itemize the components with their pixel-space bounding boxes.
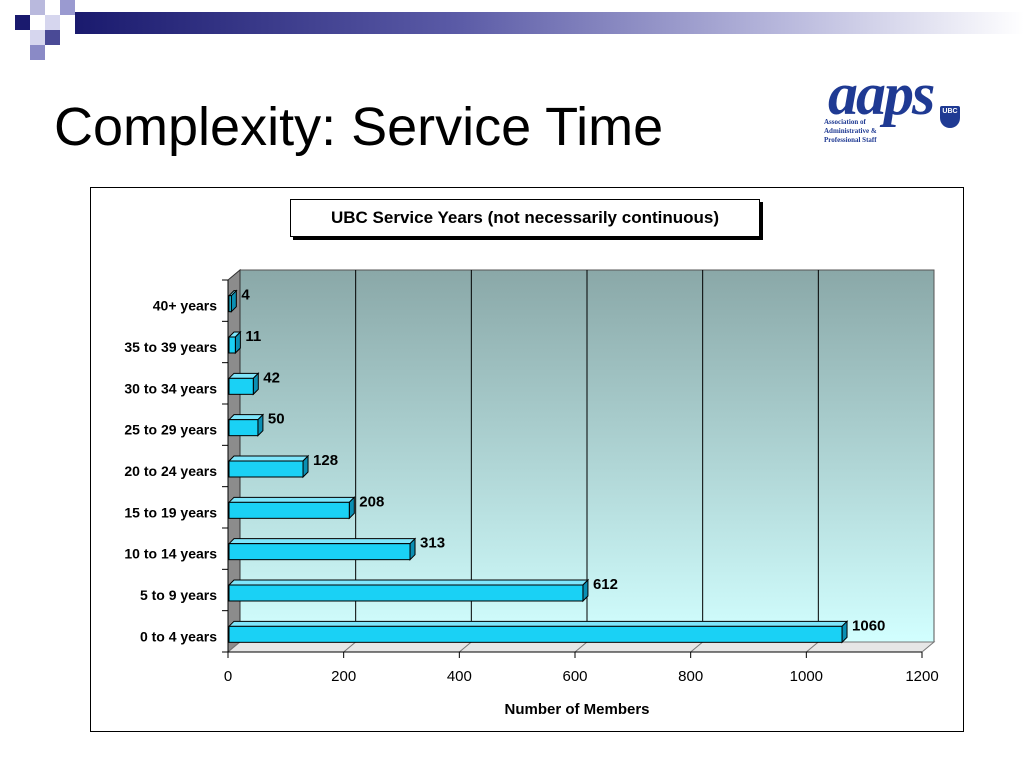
bar-data-label: 208 — [359, 493, 384, 510]
y-category-label: 25 to 29 years — [124, 422, 217, 438]
decor-square-mid — [60, 0, 75, 15]
x-tick-label: 400 — [447, 668, 472, 685]
gridline-floor — [574, 641, 588, 653]
y-category-label: 30 to 34 years — [124, 380, 217, 396]
gridline-floor — [343, 641, 356, 653]
chart-title: UBC Service Years (not necessarily conti… — [290, 199, 760, 237]
x-tick-label: 0 — [224, 668, 232, 685]
bar-data-label: 50 — [268, 411, 285, 428]
y-category-label: 0 to 4 years — [140, 628, 217, 644]
title-band-gradient — [75, 12, 1024, 34]
decor-square-dark — [45, 30, 60, 45]
slide-title: Complexity: Service Time — [54, 97, 664, 157]
y-category-label: 20 to 24 years — [124, 463, 217, 479]
bar-top-face — [227, 455, 310, 462]
x-tick-label: 1200 — [905, 668, 938, 685]
decor-square-light — [30, 30, 45, 45]
gridline-floor — [806, 641, 819, 653]
bar — [228, 336, 236, 354]
x-axis-title: Number of Members — [504, 701, 649, 718]
bar-data-label: 313 — [420, 535, 445, 552]
bar — [228, 584, 584, 602]
bar — [228, 295, 232, 313]
logo-org-line: Administrative & — [824, 127, 877, 135]
decor-square-light — [45, 15, 60, 30]
x-tick-label: 1000 — [790, 668, 823, 685]
x-tick-label: 600 — [562, 668, 587, 685]
bar — [228, 377, 254, 395]
logo-org-line: Professional Staff — [824, 136, 877, 144]
decor-square-dark — [15, 15, 30, 30]
bar-data-label: 1060 — [852, 617, 885, 634]
ubc-crest-icon: UBC — [940, 106, 960, 128]
gridline-floor — [690, 641, 703, 653]
y-category-label: 35 to 39 years — [124, 339, 217, 355]
y-category-label: 15 to 19 years — [124, 504, 217, 520]
logo-org-line: Association of — [824, 118, 866, 126]
bar-top-face — [227, 579, 590, 586]
bar-data-label: 11 — [245, 328, 261, 345]
bar — [228, 625, 843, 643]
decor-square-light — [30, 0, 45, 15]
bar — [228, 501, 350, 519]
bar-data-label: 42 — [263, 369, 280, 386]
bar-top-face — [227, 620, 849, 627]
x-tick-label: 800 — [678, 668, 703, 685]
aaps-logo: aaps UBC Association of Administrative &… — [822, 61, 992, 150]
decor-square-mid — [30, 45, 45, 60]
bar-top-face — [227, 496, 356, 503]
y-category-label: 10 to 14 years — [124, 546, 217, 562]
y-category-label: 5 to 9 years — [140, 587, 217, 603]
bar-data-label: 128 — [313, 452, 338, 469]
bar — [228, 419, 259, 437]
bar — [228, 460, 304, 478]
bar-data-label: 4 — [241, 287, 250, 304]
bar-top-face — [227, 538, 417, 545]
logo-wordmark: aaps — [828, 61, 935, 127]
x-tick-label: 200 — [331, 668, 356, 685]
bar-data-label: 612 — [593, 576, 618, 593]
gridline-floor — [459, 641, 472, 653]
bar — [228, 543, 411, 561]
bar-top-face — [227, 414, 265, 421]
y-category-label: 40+ years — [153, 298, 217, 314]
